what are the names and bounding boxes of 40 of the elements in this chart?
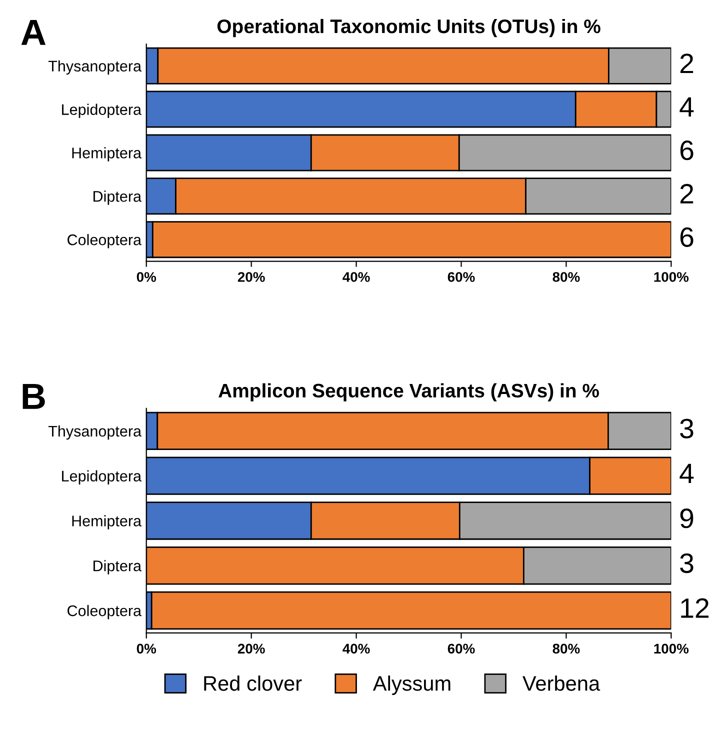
chart-title: Amplicon Sequence Variants (ASVs) in % <box>218 383 599 402</box>
x-tick-label: 60% <box>448 272 475 282</box>
x-tick-label: 80% <box>552 272 580 282</box>
x-tick-label: 80% <box>552 644 580 654</box>
x-tick-label: 20% <box>238 272 265 282</box>
x-tick-label: 60% <box>448 644 475 654</box>
text: 12 <box>681 598 709 618</box>
y-tick-label: Coleoptera <box>68 604 142 620</box>
y-tick-label: Lepidoptera <box>62 104 142 118</box>
y-tick-label: Thysanoptera <box>48 60 142 75</box>
text: 3 <box>680 553 694 574</box>
y-tick-label: Lepidoptera <box>62 470 142 485</box>
text: A <box>21 20 46 45</box>
legend-label: Verbena <box>522 676 600 691</box>
text: B <box>22 384 45 409</box>
text: 2 <box>680 54 694 74</box>
text: 3 <box>680 418 694 438</box>
y-tick-label: Diptera <box>94 560 142 574</box>
y-tick-label: Hemiptera <box>72 147 142 162</box>
x-tick-label: 20% <box>238 644 265 654</box>
legend-label: Red clover <box>204 676 302 691</box>
text: 6 <box>680 227 694 248</box>
y-tick-label: Hemiptera <box>72 515 142 530</box>
x-tick-label: 100% <box>654 644 689 654</box>
x-tick-label: 100% <box>654 272 689 282</box>
x-tick-label: 40% <box>342 272 370 282</box>
text: 6 <box>680 140 694 160</box>
text: 4 <box>680 97 694 116</box>
text: 2 <box>680 184 694 204</box>
chart-title: Operational Taxonomic Units (OTUs) in % <box>217 18 600 38</box>
text: 9 <box>680 508 694 528</box>
text: 4 <box>680 464 694 484</box>
y-tick-label: Coleoptera <box>68 234 142 248</box>
bar <box>150 591 672 630</box>
x-tick-label: 40% <box>342 644 370 654</box>
y-tick-label: Thysanoptera <box>48 425 142 440</box>
x-tick-label: 0% <box>136 644 156 654</box>
x-tick-label: 0% <box>136 272 156 282</box>
legend-label: Alyssum <box>372 676 450 695</box>
y-tick-label: Diptera <box>94 190 142 205</box>
